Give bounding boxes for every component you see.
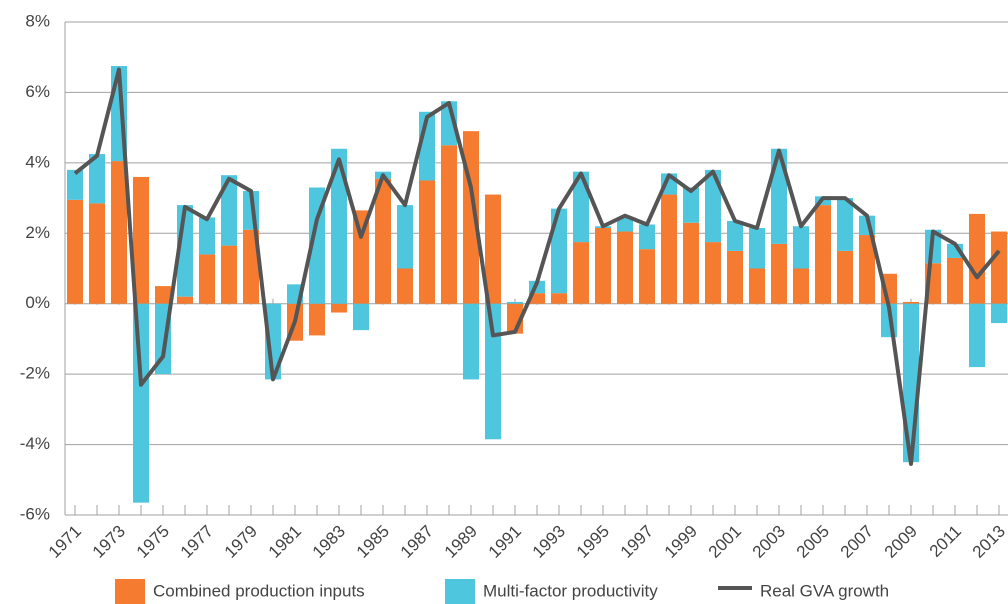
legend-label: Combined production inputs <box>153 581 365 600</box>
x-tick-label: 1999 <box>661 522 701 562</box>
x-tick-label: 1981 <box>265 522 305 562</box>
x-tick-label: 2009 <box>881 522 921 562</box>
bar <box>617 217 633 232</box>
bar <box>903 301 919 304</box>
bar <box>947 257 963 304</box>
x-tick-label: 1991 <box>485 522 525 562</box>
bar <box>837 250 853 304</box>
bar <box>573 171 589 243</box>
bar <box>89 203 105 304</box>
bar <box>573 242 589 304</box>
bar <box>397 268 413 304</box>
bar <box>353 303 369 331</box>
bar <box>617 231 633 304</box>
bar <box>705 242 721 304</box>
y-tick-label: 8% <box>25 11 50 30</box>
bar <box>991 231 1007 304</box>
bar <box>727 250 743 304</box>
bar <box>683 187 699 223</box>
bar <box>397 205 413 269</box>
bar <box>749 228 765 269</box>
y-tick-label: 0% <box>25 293 50 312</box>
bar <box>177 296 193 304</box>
bar <box>595 228 611 304</box>
bar <box>793 226 809 269</box>
x-tick-label: 1971 <box>45 522 85 562</box>
y-tick-label: -6% <box>20 504 50 523</box>
bar <box>507 301 523 304</box>
y-tick-label: 2% <box>25 223 50 242</box>
bar <box>89 154 105 204</box>
legend-label: Multi-factor productivity <box>483 581 658 600</box>
x-tick-label: 2007 <box>837 522 877 562</box>
bar <box>155 286 171 304</box>
legend-label: Real GVA growth <box>760 581 889 600</box>
bar <box>419 180 435 304</box>
bar <box>551 293 567 304</box>
bar <box>727 220 743 251</box>
bar <box>771 148 787 244</box>
bar <box>463 303 479 380</box>
bar <box>969 213 985 304</box>
bar <box>221 245 237 304</box>
x-tick-label: 1985 <box>353 522 393 562</box>
x-tick-label: 1979 <box>221 522 261 562</box>
bar <box>683 222 699 304</box>
bar <box>639 249 655 304</box>
x-tick-label: 1997 <box>617 522 657 562</box>
bar <box>309 187 325 304</box>
bar <box>969 303 985 368</box>
bar <box>331 148 347 304</box>
bar <box>221 175 237 246</box>
x-tick-label: 1973 <box>89 522 129 562</box>
bar <box>441 145 457 304</box>
bar <box>199 217 215 255</box>
bar <box>705 169 721 243</box>
x-tick-label: 1995 <box>573 522 613 562</box>
bar <box>67 169 83 200</box>
bar <box>67 199 83 304</box>
x-tick-label: 2005 <box>793 522 833 562</box>
bar <box>309 303 325 336</box>
bar <box>639 224 655 250</box>
x-tick-label: 2001 <box>705 522 745 562</box>
bar <box>793 268 809 304</box>
legend-swatch <box>445 579 475 604</box>
bar <box>133 176 149 304</box>
bar <box>815 205 831 304</box>
y-tick-label: -4% <box>20 434 50 453</box>
x-tick-label: 1987 <box>397 522 437 562</box>
bar <box>551 208 567 294</box>
x-tick-label: 1989 <box>441 522 481 562</box>
bar <box>859 235 875 304</box>
bar <box>133 303 149 503</box>
x-tick-label: 2013 <box>969 522 1008 562</box>
legend-swatch <box>115 579 145 604</box>
y-tick-label: 4% <box>25 152 50 171</box>
x-tick-label: 1993 <box>529 522 569 562</box>
y-tick-label: 6% <box>25 82 50 101</box>
bar <box>199 254 215 304</box>
line <box>73 67 1001 466</box>
bar <box>353 210 369 304</box>
bar <box>243 229 259 304</box>
bar <box>331 303 347 313</box>
y-tick-label: -2% <box>20 364 50 383</box>
x-tick-label: 1983 <box>309 522 349 562</box>
bar <box>529 293 545 304</box>
x-tick-label: 2003 <box>749 522 789 562</box>
bar <box>991 303 1007 324</box>
bar <box>485 194 501 304</box>
bar <box>771 243 787 304</box>
x-tick-label: 2011 <box>926 522 965 561</box>
x-tick-label: 1975 <box>133 522 173 562</box>
bar <box>749 268 765 304</box>
bar <box>837 198 853 251</box>
bar <box>375 178 391 304</box>
bar <box>111 161 127 304</box>
bar <box>485 303 501 440</box>
x-tick-label: 1977 <box>177 522 217 562</box>
bar <box>661 194 677 304</box>
